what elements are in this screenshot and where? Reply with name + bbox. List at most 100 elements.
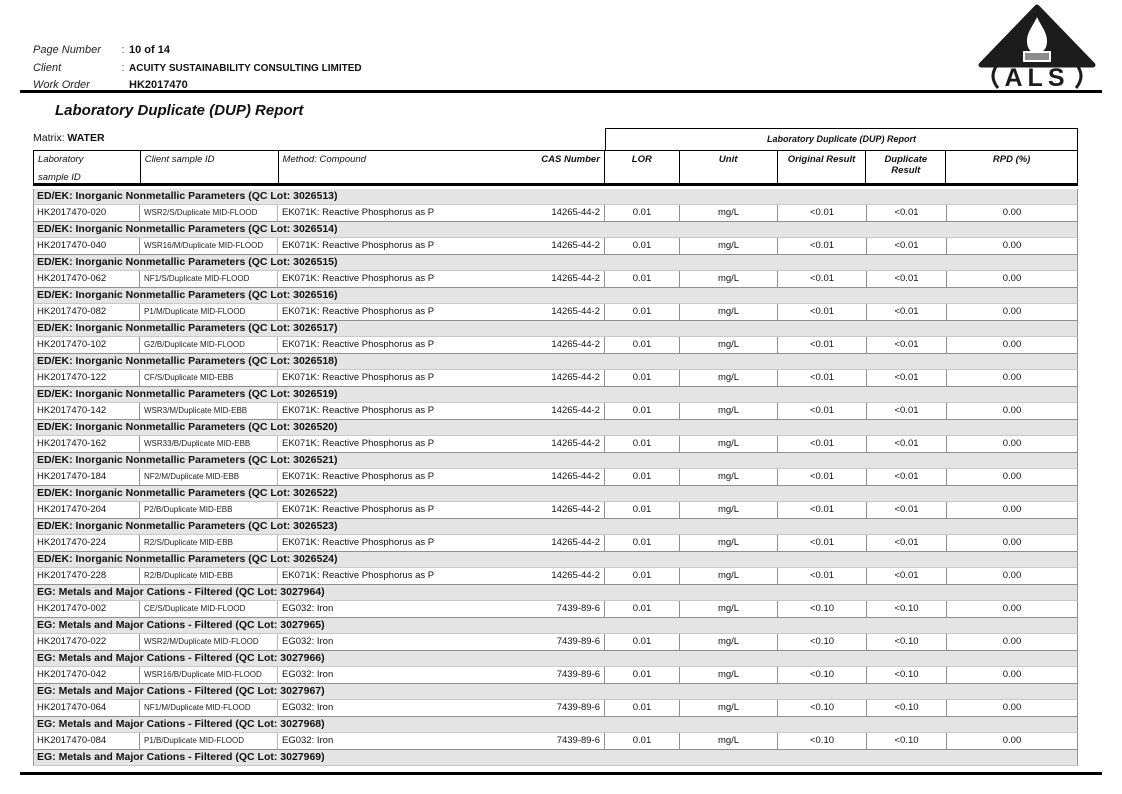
cell-unit: mg/L	[680, 535, 778, 552]
cell-duplicate-result: <0.01	[867, 370, 947, 387]
section-header-row: ED/EK: Inorganic Nonmetallic Parameters …	[33, 486, 1078, 502]
section-header-row: EG: Metals and Major Cations - Filtered …	[33, 717, 1078, 733]
cell-client-sample-id: WSR3/M/Duplicate MID-EBB	[140, 403, 278, 420]
section-title: ED/EK: Inorganic Nonmetallic Parameters …	[37, 520, 338, 532]
col-lab-line1: Laboratory	[38, 154, 84, 165]
cell-original-result: <0.10	[778, 634, 867, 651]
cell-lab-sample-id: HK2017470-042	[33, 667, 140, 684]
separator: :	[121, 62, 125, 74]
cell-client-sample-id: P2/B/Duplicate MID-EBB	[140, 502, 278, 519]
cell-duplicate-result: <0.10	[867, 601, 947, 618]
section-title: EG: Metals and Major Cations - Filtered …	[37, 619, 325, 631]
table-row: HK2017470-062 NF1/S/Duplicate MID-FLOOD …	[33, 271, 1078, 288]
cell-method-compound: EK071K: Reactive Phosphorus as P	[278, 370, 490, 387]
cell-original-result: <0.10	[778, 733, 867, 750]
page-title: Laboratory Duplicate (DUP) Report	[55, 102, 304, 119]
section-title: EG: Metals and Major Cations - Filtered …	[37, 652, 325, 664]
cell-cas-number: 7439-89-6	[490, 601, 605, 618]
cell-client-sample-id: WSR2/S/Duplicate MID-FLOOD	[140, 205, 278, 222]
cell-duplicate-result: <0.01	[867, 469, 947, 486]
col-unit: Unit	[680, 151, 778, 183]
cell-client-sample-id: NF2/M/Duplicate MID-EBB	[140, 469, 278, 486]
section-header-row: ED/EK: Inorganic Nonmetallic Parameters …	[33, 321, 1078, 337]
table-row: HK2017470-064 NF1/M/Duplicate MID-FLOOD …	[33, 700, 1078, 717]
cell-lor: 0.01	[605, 535, 680, 552]
cell-cas-number: 14265-44-2	[490, 304, 605, 321]
cell-cas-number: 7439-89-6	[490, 733, 605, 750]
cell-unit: mg/L	[680, 436, 778, 453]
cell-method-compound: EK071K: Reactive Phosphorus as P	[278, 238, 490, 255]
section-title: ED/EK: Inorganic Nonmetallic Parameters …	[37, 454, 338, 466]
cell-original-result: <0.01	[778, 469, 867, 486]
cell-cas-number: 14265-44-2	[490, 535, 605, 552]
cell-original-result: <0.01	[778, 436, 867, 453]
cell-method-compound: EK071K: Reactive Phosphorus as P	[278, 205, 490, 222]
cell-unit: mg/L	[680, 271, 778, 288]
cell-method-compound: EK071K: Reactive Phosphorus as P	[278, 502, 490, 519]
cell-method-compound: EK071K: Reactive Phosphorus as P	[278, 403, 490, 420]
cell-duplicate-result: <0.01	[867, 337, 947, 354]
cell-unit: mg/L	[680, 634, 778, 651]
col-laboratory-sample-id: Laboratory sample ID	[34, 151, 141, 183]
section-title: ED/EK: Inorganic Nonmetallic Parameters …	[37, 256, 338, 268]
section-header-row: ED/EK: Inorganic Nonmetallic Parameters …	[33, 453, 1078, 469]
table-row: HK2017470-022 WSR2/M/Duplicate MID-FLOOD…	[33, 634, 1078, 651]
col-original-result: Original Result	[778, 151, 867, 183]
table-row: HK2017470-102 G2/B/Duplicate MID-FLOOD E…	[33, 337, 1078, 354]
cell-original-result: <0.01	[778, 271, 867, 288]
col-client-sample-id: Client sample ID	[141, 151, 279, 183]
section-title: ED/EK: Inorganic Nonmetallic Parameters …	[37, 322, 338, 334]
cell-lab-sample-id: HK2017470-064	[33, 700, 140, 717]
section-title: ED/EK: Inorganic Nonmetallic Parameters …	[37, 355, 338, 367]
table-row: HK2017470-224 R2/S/Duplicate MID-EBB EK0…	[33, 535, 1078, 552]
cell-unit: mg/L	[680, 601, 778, 618]
cell-lor: 0.01	[605, 403, 680, 420]
cell-unit: mg/L	[680, 700, 778, 717]
cell-lab-sample-id: HK2017470-224	[33, 535, 140, 552]
span-header: Laboratory Duplicate (DUP) Report	[605, 128, 1078, 150]
cell-cas-number: 14265-44-2	[490, 436, 605, 453]
cell-original-result: <0.01	[778, 370, 867, 387]
cell-original-result: <0.01	[778, 502, 867, 519]
cell-duplicate-result: <0.01	[867, 238, 947, 255]
section-title: EG: Metals and Major Cations - Filtered …	[37, 751, 325, 763]
section-header-row: ED/EK: Inorganic Nonmetallic Parameters …	[33, 189, 1078, 205]
cell-method-compound: EG032: Iron	[278, 601, 490, 618]
cell-cas-number: 7439-89-6	[490, 667, 605, 684]
cell-lor: 0.01	[605, 271, 680, 288]
work-order-value: HK2017470	[129, 79, 188, 91]
cell-duplicate-result: <0.01	[867, 205, 947, 222]
table-row: HK2017470-162 WSR33/B/Duplicate MID-EBB …	[33, 436, 1078, 453]
cell-client-sample-id: R2/B/Duplicate MID-EBB	[140, 568, 278, 585]
section-header-row: ED/EK: Inorganic Nonmetallic Parameters …	[33, 387, 1078, 403]
cell-lab-sample-id: HK2017470-122	[33, 370, 140, 387]
cell-rpd: 0.00	[947, 535, 1078, 552]
cell-original-result: <0.10	[778, 700, 867, 717]
cell-duplicate-result: <0.10	[867, 700, 947, 717]
cell-client-sample-id: WSR16/M/Duplicate MID-FLOOD	[140, 238, 278, 255]
section-title: EG: Metals and Major Cations - Filtered …	[37, 718, 325, 730]
separator: :	[121, 44, 125, 56]
table-row: HK2017470-084 P1/B/Duplicate MID-FLOOD E…	[33, 733, 1078, 750]
section-title: EG: Metals and Major Cations - Filtered …	[37, 586, 325, 598]
footer-divider	[20, 772, 1102, 775]
cell-lab-sample-id: HK2017470-142	[33, 403, 140, 420]
section-header-row: ED/EK: Inorganic Nonmetallic Parameters …	[33, 552, 1078, 568]
cell-method-compound: EK071K: Reactive Phosphorus as P	[278, 337, 490, 354]
cell-client-sample-id: WSR2/M/Duplicate MID-FLOOD	[140, 634, 278, 651]
section-header-row: EG: Metals and Major Cations - Filtered …	[33, 750, 1078, 766]
cell-lab-sample-id: HK2017470-040	[33, 238, 140, 255]
table-row: HK2017470-020 WSR2/S/Duplicate MID-FLOOD…	[33, 205, 1078, 222]
cell-lor: 0.01	[605, 337, 680, 354]
section-title: ED/EK: Inorganic Nonmetallic Parameters …	[37, 487, 338, 499]
col-lab-line2: sample ID	[38, 172, 81, 183]
cell-unit: mg/L	[680, 238, 778, 255]
section-header-row: ED/EK: Inorganic Nonmetallic Parameters …	[33, 222, 1078, 238]
cell-lor: 0.01	[605, 634, 680, 651]
table-row: HK2017470-184 NF2/M/Duplicate MID-EBB EK…	[33, 469, 1078, 486]
cell-method-compound: EK071K: Reactive Phosphorus as P	[278, 568, 490, 585]
cell-method-compound: EG032: Iron	[278, 733, 490, 750]
als-logo: ALS	[972, 4, 1102, 92]
table-row: HK2017470-002 CE/S/Duplicate MID-FLOOD E…	[33, 601, 1078, 618]
